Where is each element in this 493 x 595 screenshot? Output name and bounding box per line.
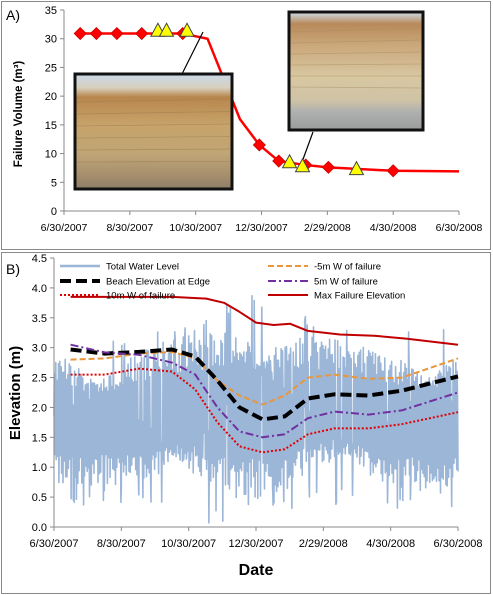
photo-strata-line	[76, 98, 231, 103]
data-point-diamond	[135, 26, 149, 41]
y-tick-label: 25	[45, 62, 57, 74]
legend-label: Beach Elevation at Edge	[106, 277, 210, 288]
y-tick-label: 1.0	[32, 462, 47, 474]
photo-strata-line	[76, 136, 231, 139]
callout-pointer-right	[301, 131, 314, 163]
data-point-diamond	[252, 138, 266, 152]
panel-label: A)	[6, 7, 20, 23]
data-point-diamond	[272, 154, 286, 168]
data-point-triangle	[179, 22, 195, 37]
legend-label: Total Water Level	[106, 262, 179, 273]
data-point-diamond	[89, 26, 103, 41]
series-10m-w-of-failure	[70, 367, 459, 454]
y-axis-label: Elevation (m)	[7, 346, 24, 440]
y-tick-label: 3.5	[32, 313, 47, 325]
x-tick-label: 12/30/2007	[228, 538, 283, 550]
y-tick-label: 4.0	[32, 283, 47, 295]
y-tick-label: 1.5	[32, 432, 47, 444]
y-tick-label: 2.0	[32, 402, 47, 414]
series-max-failure-elevation	[70, 295, 459, 346]
photo-cliff-before	[73, 72, 234, 191]
x-tick-label: 6/30/2007	[30, 538, 79, 550]
photo-strata-line	[290, 51, 422, 55]
data-point-diamond	[321, 160, 335, 174]
panel-b-elevation: 0.0 0.5 1.0 1.5 2.0 2.5 3.0 3.5 4.0 4.5 6/30/2007 8…	[1, 252, 491, 594]
y-tick-label: 20	[45, 91, 57, 103]
data-point-diamond	[386, 164, 400, 178]
y-axis-label: Failure Volume (m³)	[13, 61, 25, 168]
x-tick-label: 6/30/2008	[434, 538, 483, 550]
data-point-triangle	[348, 160, 365, 176]
x-tick-label: 2/29/2008	[304, 222, 351, 234]
panel-label: B)	[6, 261, 20, 277]
y-tick-label: 3.0	[32, 343, 47, 355]
data-point-triangle	[158, 22, 175, 37]
photo-strata-line	[290, 86, 422, 89]
y-tick-label: 35	[45, 5, 57, 17]
y-tick-label: 10	[45, 149, 57, 161]
data-point-triangle	[281, 153, 298, 169]
x-tick-label: 10/30/2007	[161, 538, 216, 550]
x-tick-label: 8/30/2007	[97, 538, 146, 550]
photo-strata-line	[290, 63, 422, 66]
x-tick-label: 8/30/2007	[106, 222, 153, 234]
x-tick-label: 10/30/2007	[169, 222, 222, 234]
y-tick-label: 0.5	[32, 492, 47, 504]
x-axis-label: Date	[239, 562, 274, 579]
y-tick-label: 0	[51, 206, 57, 218]
legend-label: -5m W of failure	[314, 262, 381, 273]
y-tick-label: 0.0	[32, 522, 47, 534]
x-tick-label: 2/29/2008	[299, 538, 348, 550]
x-tick-label: 12/30/2007	[235, 222, 288, 234]
photo-strata-line	[76, 123, 231, 127]
x-tick-label: 6/30/2007	[41, 222, 88, 234]
y-tick-label: 30	[45, 34, 57, 46]
photo-strata-line	[76, 111, 231, 115]
x-tick-label: 4/30/2008	[370, 222, 417, 234]
chart-b-svg: 0.0 0.5 1.0 1.5 2.0 2.5 3.0 3.5 4.0 4.5 6/30/2007 8…	[6, 253, 483, 579]
photo-strata-line	[290, 27, 422, 33]
data-point-diamond	[73, 26, 87, 41]
chart-a-svg: 0 5 10 15 20 25 30 35 6/30/2007 8/30/2007 10/30/20…	[6, 5, 483, 234]
data-point-triangle	[294, 157, 311, 173]
data-point-diamond	[110, 26, 124, 41]
series-total-water-level	[53, 294, 459, 524]
panel-a-failure-volume: 0 5 10 15 20 25 30 35 6/30/2007 8/30/2007 10/30/20…	[1, 1, 491, 250]
y-tick-label: 2.5	[32, 373, 47, 385]
series-beach-elevation-at-edge	[70, 347, 459, 422]
y-tick-label: 4.5	[32, 253, 47, 265]
y-tick-label: 15	[45, 120, 57, 132]
x-tick-label: 4/30/2008	[366, 538, 415, 550]
legend-label: 10m W of failure	[106, 291, 175, 302]
x-tick-label: 6/30/2008	[436, 222, 483, 234]
callout-pointer-left	[181, 31, 204, 75]
photo-strata-line	[76, 161, 231, 163]
photo-strata-line	[290, 39, 422, 44]
series-5m-w-of-failure	[70, 343, 459, 439]
y-tick-label: 5	[51, 177, 57, 189]
legend-label: Max Failure Elevation	[314, 291, 405, 302]
photo-strata-line	[76, 148, 231, 151]
legend-label: 5m W of failure	[314, 277, 378, 288]
